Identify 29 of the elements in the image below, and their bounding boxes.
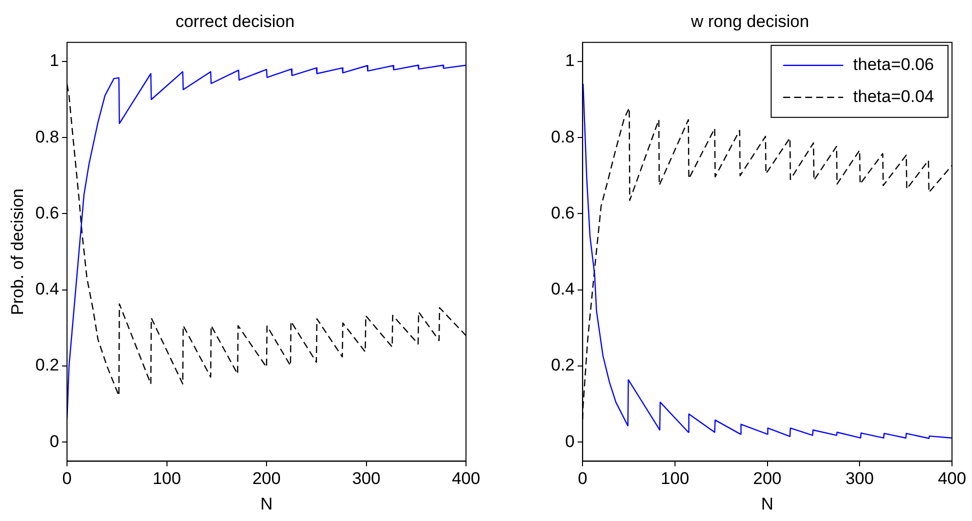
y-tick-label: 0: [565, 432, 575, 451]
x-tick-label: 0: [578, 469, 588, 488]
chart-title: w rong decision: [690, 12, 810, 31]
x-tick-label: 0: [62, 469, 72, 488]
x-tick-label: 400: [938, 469, 966, 488]
x-axis-title: N: [761, 494, 774, 514]
y-tick-label: 0.8: [35, 127, 60, 146]
y-tick-label: 0.4: [35, 280, 60, 299]
y-tick-label: 0.4: [550, 280, 575, 299]
legend-label: theta=0.04: [853, 87, 934, 106]
x-tick-label: 300: [845, 469, 874, 488]
y-tick-label: 0.2: [550, 356, 575, 375]
x-tick-label: 200: [753, 469, 782, 488]
x-tick-label: 300: [352, 469, 380, 488]
y-tick-label: 0.6: [550, 203, 575, 222]
legend-label: theta=0.06: [853, 55, 934, 74]
x-axis-title: N: [260, 494, 273, 514]
y-tick-label: 1: [565, 51, 575, 70]
y-tick-label: 0.8: [550, 127, 575, 146]
y-tick-label: 0.6: [35, 203, 60, 222]
x-tick-label: 100: [152, 469, 181, 488]
x-tick-label: 200: [252, 469, 281, 488]
y-tick-label: 0: [50, 432, 60, 451]
y-axis-title: Prob. of decision: [8, 188, 27, 316]
y-tick-label: 0.2: [35, 356, 60, 375]
x-tick-label: 100: [660, 469, 690, 488]
chart-title: correct decision: [175, 12, 295, 31]
y-tick-label: 1: [50, 51, 60, 70]
x-tick-label: 400: [452, 469, 480, 488]
